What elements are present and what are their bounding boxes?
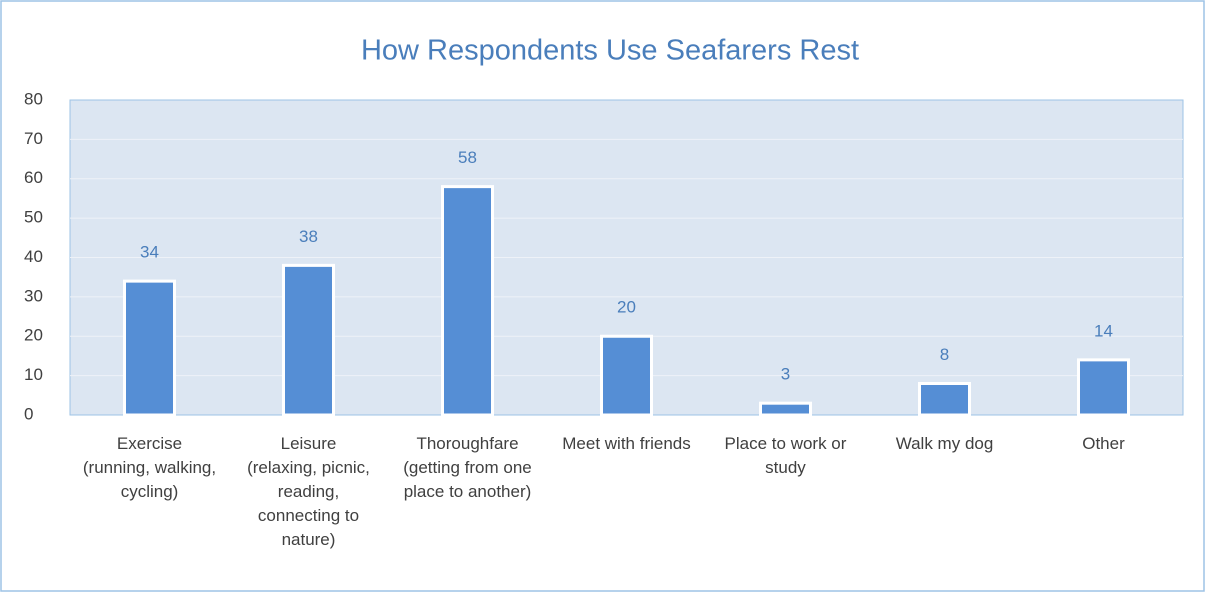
bar bbox=[441, 185, 494, 417]
label-line: Place to work or bbox=[725, 434, 847, 453]
x-tick-label: Leisure (relaxing, picnic, reading, connect… bbox=[247, 434, 370, 549]
y-tick-label: 60 bbox=[24, 168, 43, 187]
data-label: 8 bbox=[940, 345, 949, 364]
label-line: Walk my dog bbox=[896, 434, 994, 453]
label-line: reading, bbox=[278, 482, 339, 501]
chart-title: How Respondents Use Seafarers Rest bbox=[361, 35, 859, 67]
label-line: place to another) bbox=[404, 482, 532, 501]
label-line: Exercise bbox=[117, 434, 182, 453]
label-line: (running, walking, bbox=[83, 458, 216, 477]
bar bbox=[1077, 358, 1130, 417]
data-label: 3 bbox=[781, 365, 790, 384]
x-tick-label: Exercise (running, walking, cycling) bbox=[83, 434, 216, 501]
y-tick-label: 0 bbox=[24, 404, 33, 423]
label-line: cycling) bbox=[121, 482, 179, 501]
label-line: Thoroughfare bbox=[416, 434, 518, 453]
x-tick-label: Walk my dog bbox=[896, 434, 994, 453]
y-tick-label: 70 bbox=[24, 129, 43, 148]
y-tick-label: 20 bbox=[24, 326, 43, 345]
bar bbox=[759, 401, 812, 417]
y-tick-label: 10 bbox=[24, 365, 43, 384]
x-tick-label: Meet with friends bbox=[562, 434, 691, 453]
x-tick-label: Place to work or study bbox=[725, 434, 847, 477]
label-line: (getting from one bbox=[403, 458, 532, 477]
bar bbox=[282, 263, 335, 417]
label-line: study bbox=[765, 458, 806, 477]
x-tick-label: Thoroughfare (getting from one place to an… bbox=[403, 434, 532, 501]
data-label: 58 bbox=[458, 148, 477, 167]
data-label: 20 bbox=[617, 298, 636, 317]
bar bbox=[123, 279, 176, 417]
bar bbox=[918, 382, 971, 417]
label-line: connecting to bbox=[258, 506, 359, 525]
data-label: 38 bbox=[299, 227, 318, 246]
label-line: Leisure bbox=[281, 434, 337, 453]
label-line: nature) bbox=[282, 530, 336, 549]
label-line: (relaxing, picnic, bbox=[247, 458, 370, 477]
data-label: 34 bbox=[140, 243, 159, 262]
y-tick-label: 50 bbox=[24, 208, 43, 227]
bar bbox=[600, 334, 653, 417]
data-label: 14 bbox=[1094, 321, 1113, 340]
label-line: Other bbox=[1082, 434, 1125, 453]
y-tick-label: 30 bbox=[24, 286, 43, 305]
y-tick-label: 80 bbox=[24, 89, 43, 108]
y-tick-label: 40 bbox=[24, 247, 43, 266]
x-tick-label: Other bbox=[1082, 434, 1125, 453]
label-line: Meet with friends bbox=[562, 434, 691, 453]
